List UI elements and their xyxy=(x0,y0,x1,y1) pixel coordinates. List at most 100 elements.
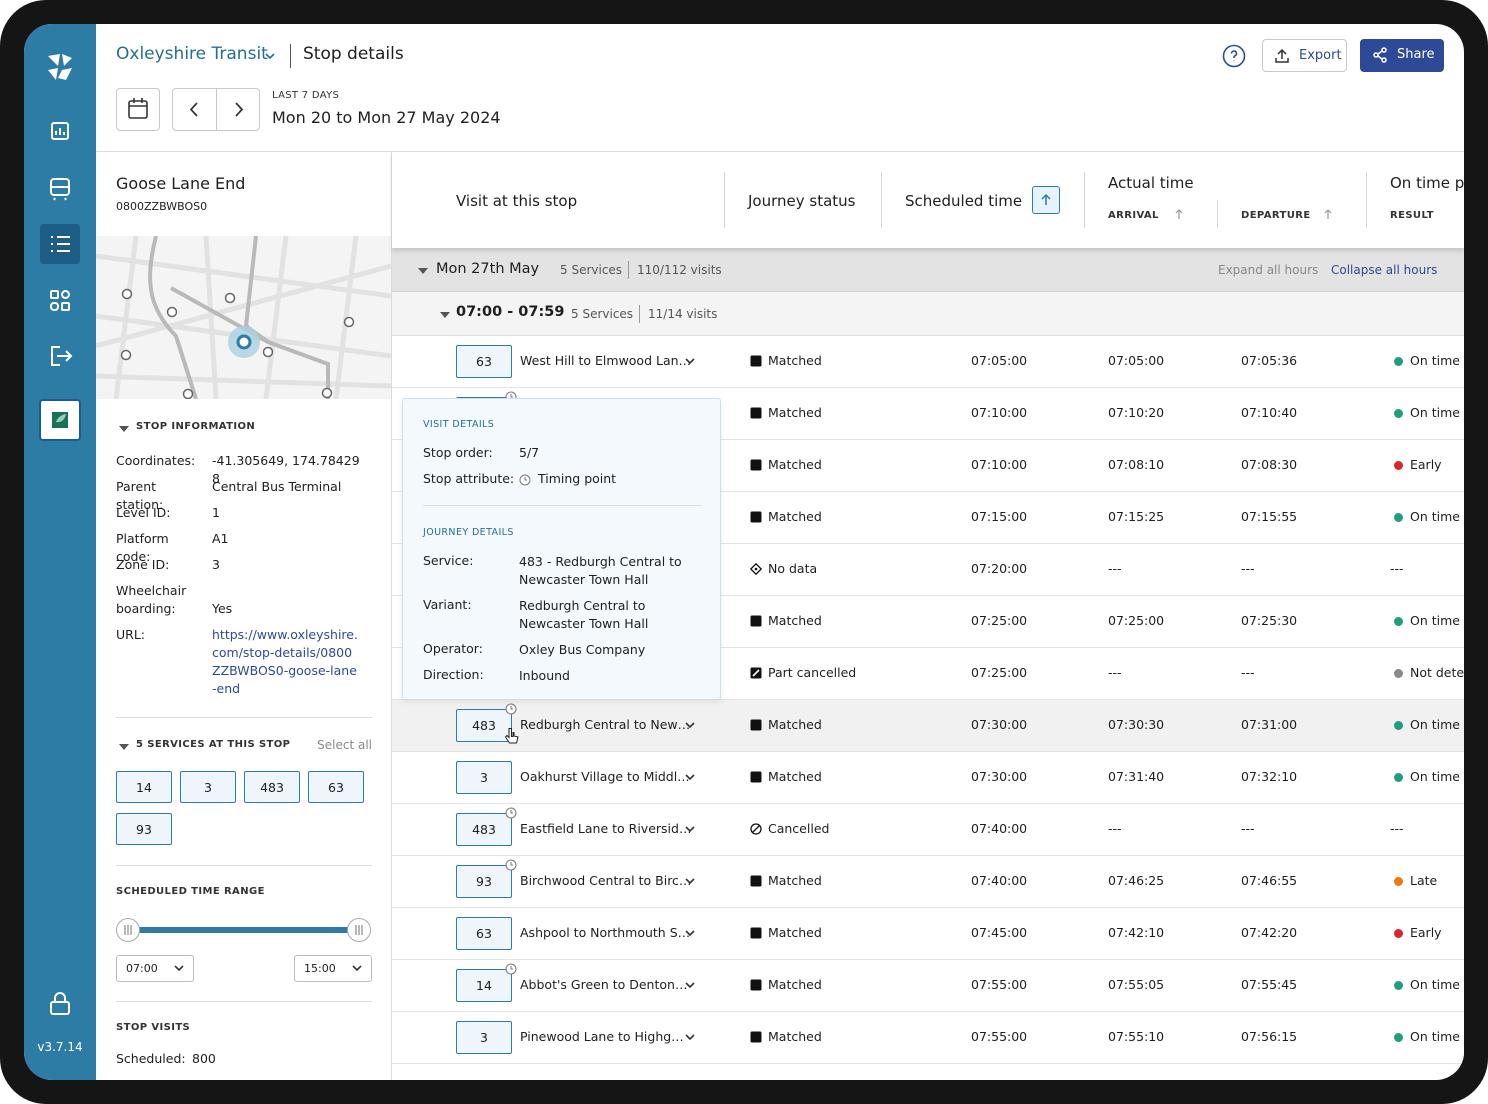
table-row[interactable]: 3 Oakhurst Village to Middl… Matched 07:30:… xyxy=(392,752,1464,804)
services-toggle[interactable] xyxy=(119,741,129,756)
lock-body xyxy=(50,1001,70,1015)
icon-shape xyxy=(750,459,762,471)
service-chip[interactable]: 93 xyxy=(456,865,512,898)
time-select[interactable]: 07:00 xyxy=(116,955,194,982)
help-button[interactable] xyxy=(1222,44,1246,72)
icon-shape xyxy=(504,728,519,744)
table-row[interactable]: 483 Redburgh Central to New… Matched 07:30:… xyxy=(392,700,1464,752)
stop[interactable] xyxy=(182,388,194,399)
slider-track[interactable] xyxy=(128,927,360,933)
route-chevron[interactable] xyxy=(684,771,696,787)
column-subheader: RESULT xyxy=(1390,210,1434,221)
icon-shape xyxy=(505,807,517,819)
slider-handle[interactable] xyxy=(116,918,140,942)
hour-label: 07:00 - 07:59 xyxy=(456,304,565,320)
stop[interactable] xyxy=(224,292,236,304)
section-title: SCHEDULED TIME RANGE xyxy=(116,886,265,897)
result-dot xyxy=(1394,461,1403,470)
select-all[interactable]: Select all xyxy=(317,738,372,752)
icon-shape xyxy=(685,1034,695,1041)
stop-map xyxy=(96,236,391,399)
table-row[interactable]: 3 Pinewood Lane to Highg… Matched 07:55:00 0… xyxy=(392,1012,1464,1064)
column-subheader: DEPARTURE xyxy=(1241,210,1311,221)
service-chip[interactable]: 63 xyxy=(308,771,364,803)
icon-logout[interactable] xyxy=(51,346,73,366)
info-value[interactable]: https://www.oxleyshire.com/stop-details/… xyxy=(212,627,358,696)
export-button[interactable]: Export xyxy=(1262,39,1347,72)
icon-shape xyxy=(750,927,762,939)
sort-button[interactable] xyxy=(1032,186,1060,214)
table-row[interactable]: 93 Birchwood Central to Birc… Matched 07:40… xyxy=(392,856,1464,908)
route-chevron[interactable] xyxy=(684,355,696,371)
date-range-value: Mon 20 to Mon 27 May 2024 xyxy=(272,108,501,127)
route-chevron[interactable] xyxy=(684,927,696,943)
service-chip[interactable]: 483 xyxy=(456,813,512,846)
slider-handle[interactable] xyxy=(347,918,371,942)
stop[interactable] xyxy=(343,316,355,328)
stop[interactable] xyxy=(166,306,178,318)
route-chevron[interactable] xyxy=(684,823,696,839)
icon-shape xyxy=(129,98,147,107)
time-select[interactable]: 15:00 xyxy=(294,955,372,982)
status-icon xyxy=(750,615,762,631)
stop[interactable] xyxy=(121,288,133,300)
sort-icon[interactable] xyxy=(1323,208,1333,224)
service-chip[interactable]: 3 xyxy=(456,1021,512,1054)
result-dot xyxy=(1394,357,1403,366)
route-chevron[interactable] xyxy=(684,1031,696,1047)
icon-reports[interactable] xyxy=(51,122,69,140)
service-chip[interactable]: 3 xyxy=(180,771,236,803)
prev-button[interactable] xyxy=(173,89,217,130)
section-title: STOP VISITS xyxy=(116,1022,191,1033)
route-chevron[interactable] xyxy=(684,875,696,891)
route-chevron[interactable] xyxy=(684,979,696,995)
route-chevron[interactable] xyxy=(684,719,696,735)
table-row[interactable]: 14 Abbot's Green to Denton… Matched 07:55:0… xyxy=(392,960,1464,1012)
calendar-button[interactable] xyxy=(116,88,160,131)
status-icon xyxy=(750,407,762,423)
icon-shape xyxy=(1381,47,1387,53)
stop[interactable] xyxy=(262,346,274,358)
stop[interactable] xyxy=(120,349,132,361)
expand-all[interactable]: Expand all hours xyxy=(1218,263,1319,277)
brand-chevron[interactable] xyxy=(264,50,276,66)
hour-toggle[interactable] xyxy=(440,309,450,324)
arrival-time: 07:08:10 xyxy=(1108,457,1165,472)
lock-icon[interactable] xyxy=(50,992,70,1015)
icon-shape xyxy=(750,771,762,783)
service-chip[interactable]: 483 xyxy=(456,709,512,742)
info-label: Zone ID: xyxy=(116,557,170,572)
day-toggle[interactable] xyxy=(418,265,428,280)
sort-icon[interactable] xyxy=(1174,208,1184,224)
result-dot xyxy=(1394,929,1403,938)
journey-status: Matched xyxy=(768,405,822,420)
selected-stop[interactable] xyxy=(236,334,252,350)
collapse-all[interactable]: Collapse all hours xyxy=(1331,263,1438,277)
info-toggle[interactable] xyxy=(119,423,129,438)
service-chip[interactable]: 3 xyxy=(456,761,512,794)
service-number: 483 xyxy=(472,718,496,733)
service-chip[interactable]: 63 xyxy=(456,345,512,378)
next-button[interactable] xyxy=(217,89,260,130)
icon-apps-1[interactable] xyxy=(50,290,59,299)
service-chip[interactable]: 483 xyxy=(244,771,300,803)
service-chip[interactable]: 14 xyxy=(456,969,512,1002)
brand-selector[interactable]: Oxleyshire Transit xyxy=(116,44,268,64)
service-chip[interactable]: 93 xyxy=(116,813,172,845)
result: On time xyxy=(1410,977,1460,992)
icon-shape xyxy=(750,667,762,679)
share-button[interactable]: Share xyxy=(1360,39,1444,72)
service-chip[interactable]: 14 xyxy=(116,771,172,803)
icon-shape xyxy=(1324,209,1332,219)
stop[interactable] xyxy=(321,387,333,399)
icon-shape xyxy=(750,875,762,887)
icon-shape xyxy=(685,1034,695,1041)
journey-status: Matched xyxy=(768,873,822,888)
result: On time xyxy=(1410,509,1460,524)
service-chip[interactable]: 63 xyxy=(456,917,512,950)
table-row[interactable]: 63 West Hill to Elmwood Lan… Matched 07:05:… xyxy=(392,336,1464,388)
icon-shape xyxy=(510,966,513,970)
route-name: Eastfield Lane to Riversid… xyxy=(520,821,692,836)
table-row[interactable]: 63 Ashpool to Northmouth S… Matched 07:45:0… xyxy=(392,908,1464,960)
table-row[interactable]: 483 Eastfield Lane to Riversid… Cancelled 0… xyxy=(392,804,1464,856)
